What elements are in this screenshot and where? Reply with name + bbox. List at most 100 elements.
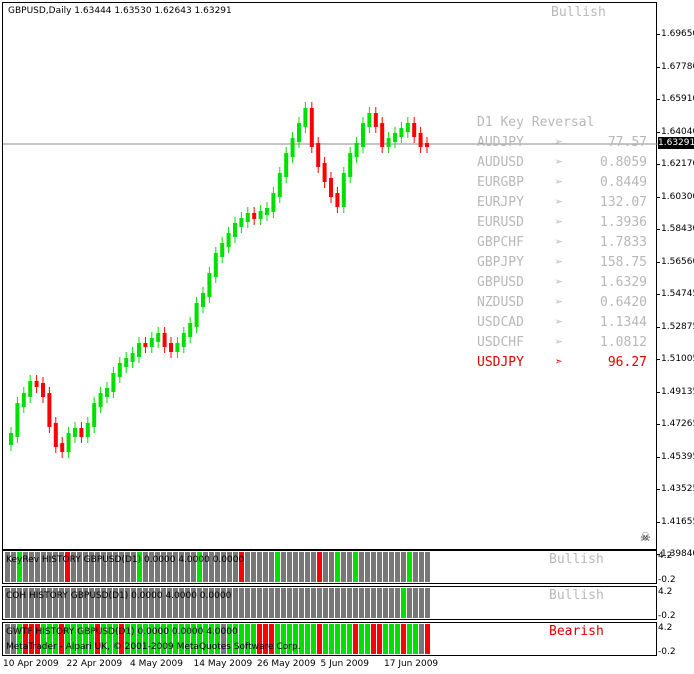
date-tick-label: 26 May 2009 [257,659,316,669]
history-bar [299,588,304,618]
kr-arrow-icon: ➢ [555,255,563,270]
history-bar [383,624,388,654]
candle [111,367,116,398]
history-bar [131,624,136,654]
price-tick-label: 1.47265 [656,418,694,430]
history-bar [167,588,172,618]
history-bar [77,552,82,582]
subwindow-axis-top: 4.2 [658,551,673,561]
history-bar [371,624,376,654]
subwindow-title: GWTF HISTORY GBPUSD(D1) 0.0000 0.0000 4.… [6,627,238,637]
price-tick-label: 1.67780 [656,61,694,73]
kr-symbol: EURUSD [477,215,524,230]
history-bar [209,588,214,618]
candle [341,167,346,213]
history-bar [47,588,52,618]
kr-arrow-icon: ➢ [555,195,563,210]
history-bar [155,624,160,654]
history-bar [101,552,106,582]
kr-arrow-icon: ➢ [555,335,563,350]
history-bar [221,588,226,618]
kr-value: 158.75 [600,255,647,270]
history-bar [5,552,10,582]
history-bar [71,624,76,654]
history-bar [221,552,226,582]
history-bar [17,588,22,618]
candle [220,237,225,263]
history-bar [47,624,52,654]
history-bar [17,552,22,582]
kr-symbol: AUDJPY [477,135,524,150]
history-bar [23,624,28,654]
candle [60,437,65,458]
candle [201,287,205,313]
history-bar [77,624,82,654]
candle [322,157,327,188]
history-bar [203,552,208,582]
history-bar [287,588,292,618]
candle [277,167,282,203]
candle [21,387,26,413]
price-chart-pane[interactable]: GBPUSD,Daily 1.63444 1.63530 1.62643 1.6… [2,2,658,550]
subwindow-title: KeyRev HISTORY GBPUSD(D1) 0.0000 4.0000 … [6,555,245,565]
history-bar [275,588,280,618]
kr-arrow-icon: ➢ [555,235,563,250]
history-bar [71,552,76,582]
candle [130,347,135,368]
history-bar [125,624,130,654]
history-bar [347,552,352,582]
candle [194,297,199,333]
history-bar [53,624,58,654]
history-bar [59,552,64,582]
history-bar [377,624,382,654]
price-tick-label: 1.43525 [656,483,694,495]
candle [117,357,122,383]
history-bar [215,624,220,654]
price-tick-label: 1.49135 [656,386,694,398]
price-tick-label: 1.41655 [656,516,694,528]
history-bar [113,552,118,582]
candle [98,387,103,413]
candle [124,352,129,373]
history-bar [287,552,292,582]
history-bar [365,552,370,582]
history-bar [233,624,238,654]
candle [348,147,353,183]
price-tick-label: 1.64040 [656,126,694,138]
history-bar [203,588,208,618]
candle [66,427,71,458]
history-bar [269,588,274,618]
coh-history-pane[interactable]: COH HISTORY GBPUSD(D1) 0.0000 4.0000 0.0… [2,586,657,620]
history-bar [143,624,148,654]
history-bar [407,588,412,618]
candle [265,202,269,221]
history-bar [11,552,16,582]
history-bar [95,552,100,582]
history-bar [137,624,142,654]
history-bar [23,552,28,582]
copyright-text: MetaTrader - Alpari UK, © 2001-2009 Meta… [6,642,301,652]
history-bar [119,552,124,582]
history-bar [131,552,136,582]
gwtf-history-pane[interactable]: GWTF HISTORY GBPUSD(D1) 0.0000 0.0000 4.… [2,622,657,656]
kr-symbol: USDCAD [477,315,524,330]
candle [386,132,391,153]
history-bar [281,624,286,654]
history-bar [329,552,334,582]
history-bar [149,624,154,654]
candlestick-series [3,102,658,458]
price-tick-label: 1.54745 [656,288,694,300]
history-bar [287,624,292,654]
history-bar [389,552,394,582]
candle [149,332,154,353]
candle [399,122,404,143]
history-bar [95,624,100,654]
history-bar [149,552,154,582]
history-bar [71,588,76,618]
candle [258,205,263,225]
candle [207,267,212,303]
history-bar [185,552,190,582]
history-bar [365,624,370,654]
candle [156,327,161,348]
keyrev-history-pane[interactable]: KeyRev HISTORY GBPUSD(D1) 0.0000 4.0000 … [2,550,657,584]
